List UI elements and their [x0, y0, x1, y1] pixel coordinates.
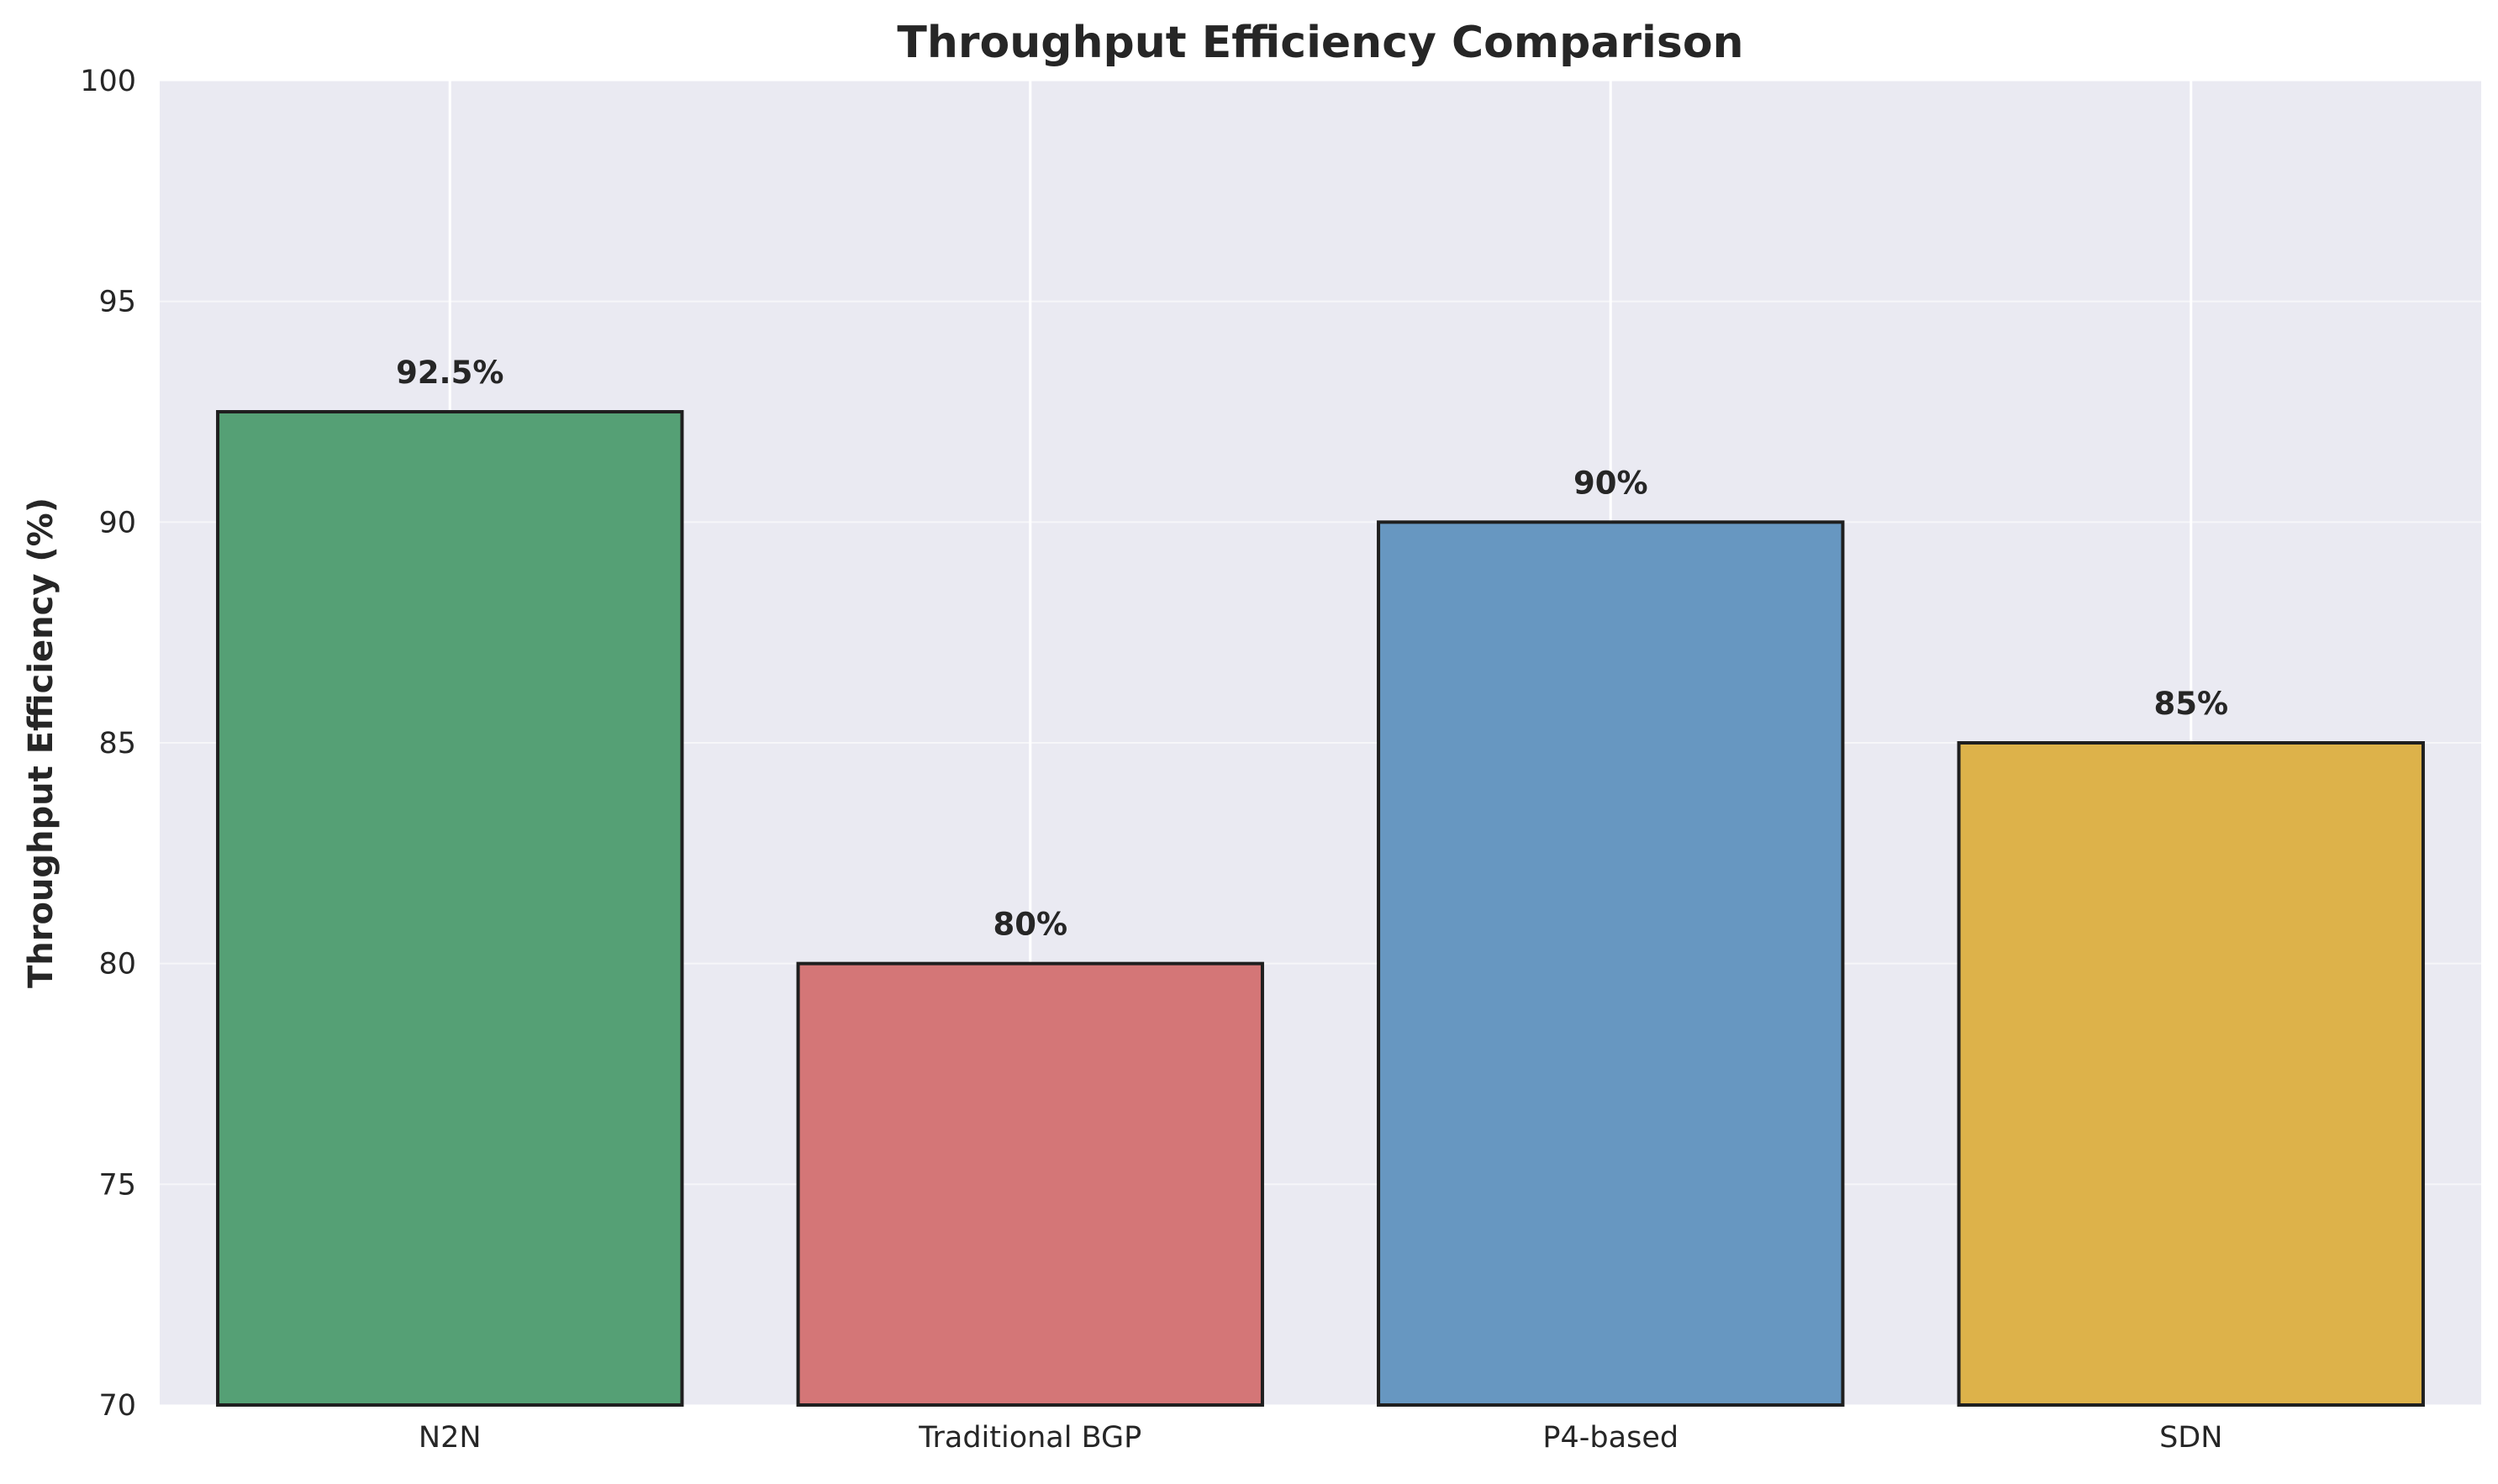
- data-label: 80%: [993, 907, 1067, 943]
- y-tick-label: 85: [98, 727, 136, 760]
- bar-p4-based: [1377, 520, 1845, 1407]
- y-tick-label: 100: [80, 65, 136, 98]
- y-tick-label: 95: [98, 286, 136, 319]
- y-tick-label: 75: [98, 1168, 136, 1202]
- x-tick-label: N2N: [419, 1421, 482, 1455]
- data-labels: 92.5% 80% 90% 85%: [396, 355, 2228, 943]
- chart-title: Throughput Efficiency Comparison: [897, 18, 1743, 68]
- data-label: 85%: [2153, 686, 2228, 722]
- data-label: 92.5%: [396, 355, 503, 391]
- y-tick-label: 90: [98, 506, 136, 539]
- bar-sdn: [1957, 741, 2425, 1407]
- bar-traditional-bgp: [796, 961, 1264, 1407]
- y-tick-label: 70: [98, 1389, 136, 1423]
- bars: [216, 410, 2425, 1407]
- y-axis-ticks: 70 75 80 85 90 95 100: [80, 65, 136, 1423]
- data-label: 90%: [1573, 465, 1648, 501]
- bar-n2n: [216, 410, 684, 1407]
- x-tick-label: SDN: [2159, 1421, 2222, 1455]
- x-tick-label: Traditional BGP: [918, 1421, 1141, 1455]
- y-axis-label: Throughput Efficiency (%): [22, 497, 61, 988]
- x-tick-label: P4-based: [1542, 1421, 1679, 1455]
- x-axis-ticks: N2N Traditional BGP P4-based SDN: [419, 1421, 2223, 1455]
- y-tick-label: 80: [98, 948, 136, 981]
